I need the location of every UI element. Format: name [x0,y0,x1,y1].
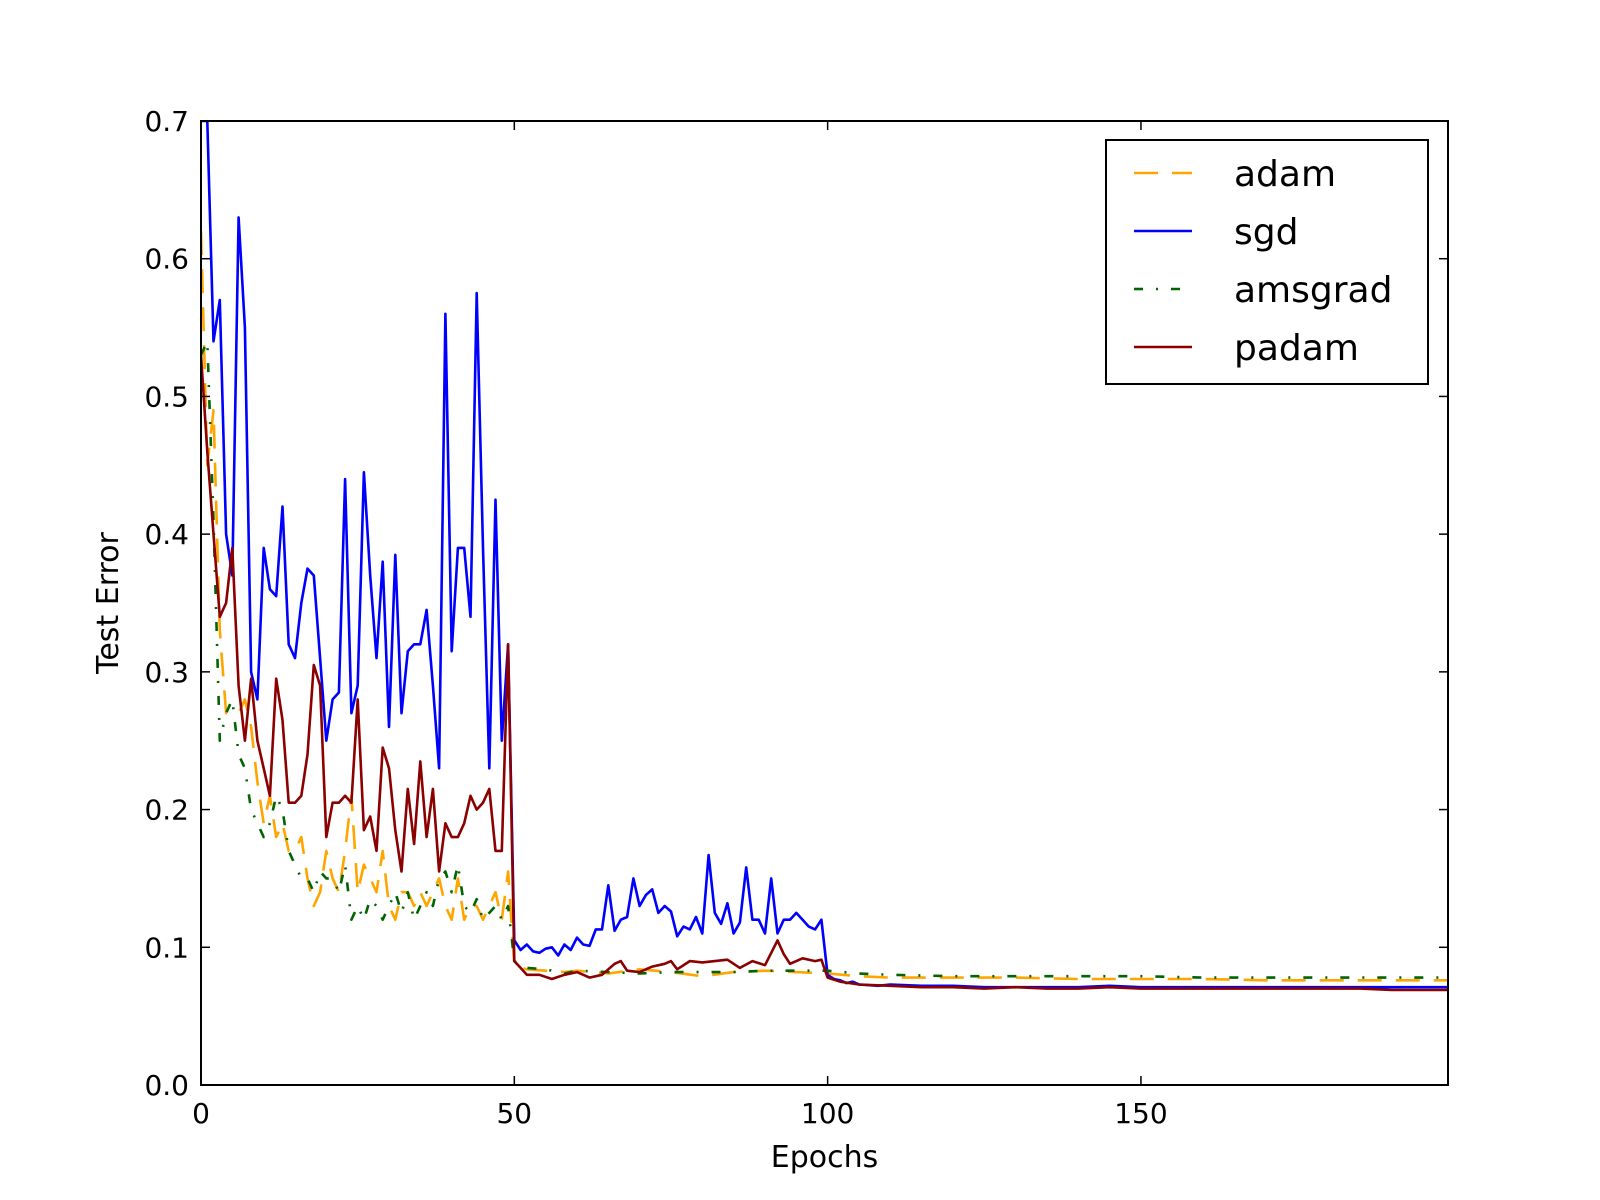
legend-label-amsgrad: amsgrad [1234,270,1392,311]
series-line-amsgrad [201,340,1448,979]
series-layer [201,121,1448,992]
legend-label-adam: adam [1234,154,1336,195]
y-tick-label: 0.5 [144,380,189,413]
y-tick-label: 0.0 [144,1069,189,1102]
x-tick-label: 50 [496,1097,532,1130]
y-tick-label: 0.4 [144,518,189,551]
ticks-layer: 0 50 100 150 0.0 0.1 0.2 0.3 0.4 0.5 0.6 0.7 [144,105,1448,1130]
legend-label-sgd: sgd [1234,212,1298,253]
x-tick-label: 0 [192,1097,210,1130]
y-tick-label: 0.3 [144,656,189,689]
legend-label-padam: padam [1234,328,1359,369]
series-line-sgd [201,121,1448,989]
x-tick-label: 150 [1114,1097,1167,1130]
y-tick-label: 0.1 [144,931,189,964]
y-tick-label: 0.7 [144,105,189,138]
y-tick-label: 0.6 [144,243,189,276]
y-tick-label: 0.2 [144,794,189,827]
series-line-padam [201,355,1448,992]
plot-frame [200,120,1449,1086]
x-tick-label: 100 [801,1097,854,1130]
y-axis-label: Test Error [91,531,126,674]
legend-box [1105,139,1429,385]
x-axis-label: Epochs [771,1140,879,1175]
legend: adam sgd amsgrad padam [1105,139,1429,385]
